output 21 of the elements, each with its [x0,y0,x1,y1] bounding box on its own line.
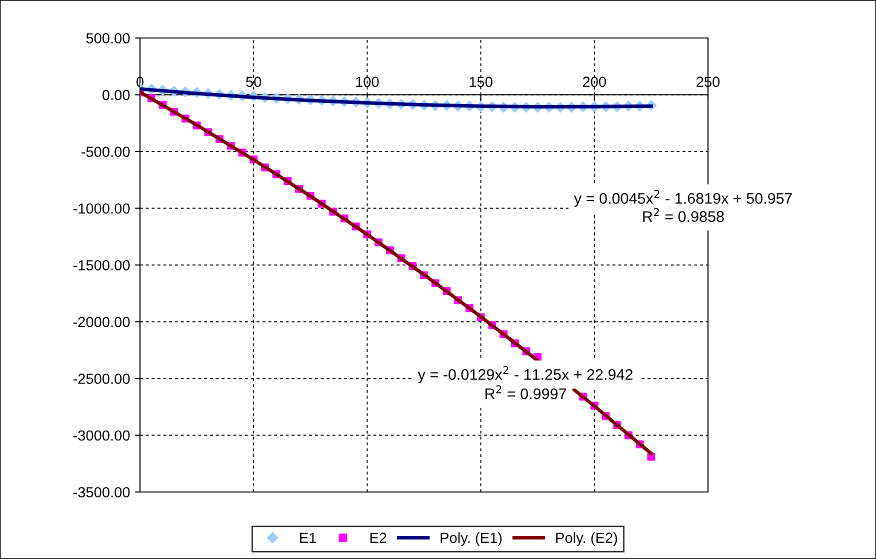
annotation: y = -0.0129x$^{2}$ - 11.25x + 22.942 [418,366,633,383]
y-tick-label: -3000.00 [73,430,130,441]
legend-label: E2 [370,532,386,543]
x-tick-label: 50 [246,76,262,88]
y-tick-label: -1000.00 [73,203,130,214]
annotation: R$^{2}$ = 0.9997 [486,385,566,400]
y-tick-label: -500.00 [81,146,130,157]
x-tick-label: 150 [470,76,492,88]
legend-label: E1 [300,532,316,543]
y-tick-label: -2500.00 [73,374,130,384]
y-tick-label: 500.00 [86,33,130,44]
annotation: R$^{2}$ = 0.9858 [643,208,724,222]
y-tick-label: -3500.00 [73,487,130,498]
legend-label: Poly. (E1) [440,532,502,546]
x-tick-label: 100 [356,76,379,88]
legend-label: Poly. (E2) [556,532,618,546]
y-tick-label: -2000.00 [73,316,130,328]
annotation: y = 0.0045x$^{2}$ - 1.6819x + 50.957 [574,190,792,207]
y-tick-label: 0.00 [102,90,130,100]
x-tick-label: 200 [582,76,606,88]
y-tick-label: -1500.00 [73,260,130,270]
